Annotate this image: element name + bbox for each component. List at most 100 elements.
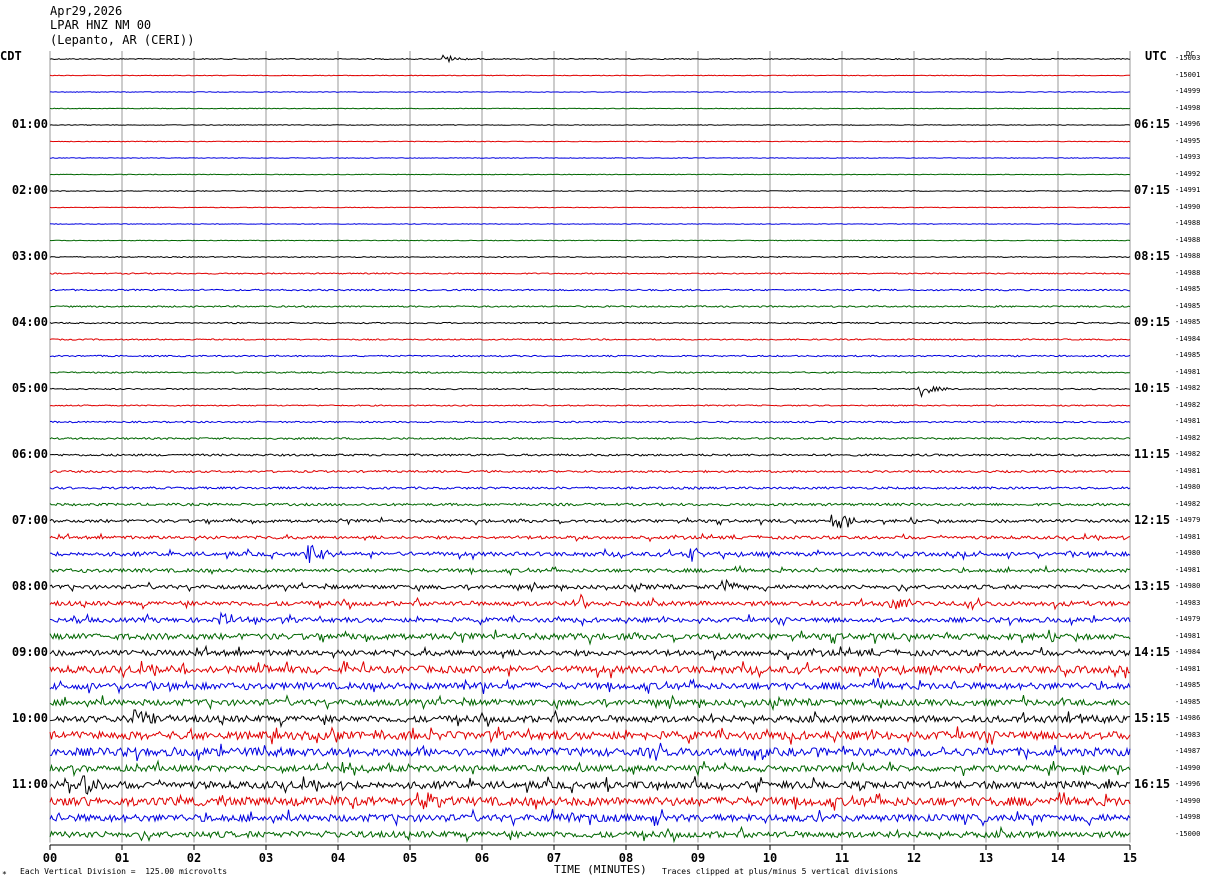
dc-offset-label: -14996 xyxy=(1175,120,1201,128)
trace-line xyxy=(49,338,1131,341)
trace-line xyxy=(49,288,1130,292)
trace-line xyxy=(49,644,1131,661)
dc-offset-label: -14981 xyxy=(1175,417,1201,425)
right-hour-label: 11:15 xyxy=(1134,447,1171,461)
dc-offset-label: -14992 xyxy=(1175,169,1201,178)
dc-offset-label: -14988 xyxy=(1175,219,1201,227)
dc-offset-label: -14981 xyxy=(1175,532,1201,541)
dc-offset-label: -15003 xyxy=(1175,54,1201,62)
dc-offset-label: -14991 xyxy=(1175,186,1201,194)
x-tick-label: 14 xyxy=(1051,851,1065,865)
trace-line xyxy=(49,660,1131,679)
trace-line xyxy=(49,514,1131,529)
x-tick-label: 15 xyxy=(1123,851,1137,865)
dc-offset-label: -14988 xyxy=(1175,268,1201,277)
dc-offset-label: -14979 xyxy=(1175,615,1201,623)
trace-line xyxy=(49,742,1131,762)
trace-line xyxy=(49,502,1131,507)
trace-line xyxy=(49,206,1131,209)
left-hour-label: 05:00 xyxy=(11,381,48,395)
trace-line xyxy=(49,792,1131,811)
trace-line xyxy=(49,420,1131,424)
left-hour-label: 06:00 xyxy=(11,447,48,461)
trace-line xyxy=(49,726,1131,745)
trace-line xyxy=(49,532,1131,543)
left-hour-label: 03:00 xyxy=(11,249,48,263)
x-tick-label: 01 xyxy=(115,851,129,865)
trace-line xyxy=(49,436,1131,441)
dc-offset-label: -14979 xyxy=(1175,516,1201,524)
trace-line xyxy=(50,91,1131,93)
left-hour-label: 02:00 xyxy=(11,183,48,197)
trace-line xyxy=(49,385,1131,399)
dc-offset-label: -14981 xyxy=(1175,565,1201,574)
dc-offset-label: -14990 xyxy=(1175,796,1201,805)
left-hour-label: 10:00 xyxy=(11,711,48,725)
x-tick-label: 04 xyxy=(331,851,345,865)
dc-offset-label: -14998 xyxy=(1175,103,1201,112)
trace-line xyxy=(49,578,1131,593)
dc-offset-label: -14988 xyxy=(1175,235,1201,244)
dc-offset-label: -14985 xyxy=(1175,697,1201,706)
left-hour-label: 04:00 xyxy=(11,315,48,329)
dc-offset-label: -15000 xyxy=(1175,829,1201,838)
dc-offset-label: -14981 xyxy=(1175,367,1201,376)
right-hour-label: 07:15 xyxy=(1134,183,1171,197)
x-tick-label: 06 xyxy=(475,851,489,865)
dc-offset-label: -14982 xyxy=(1175,499,1201,508)
trace-line xyxy=(49,677,1131,695)
x-tick-label: 13 xyxy=(979,851,993,865)
plot-date: Apr29,2026 xyxy=(50,4,123,18)
dc-offset-label: -14985 xyxy=(1175,681,1201,689)
trace-line xyxy=(49,759,1131,778)
trace-line xyxy=(49,223,1131,225)
dc-offset-label: -14981 xyxy=(1175,664,1201,673)
dc-offset-label: -14984 xyxy=(1175,648,1201,656)
dc-offset-label: -14982 xyxy=(1175,450,1201,458)
dc-offset-label: -14982 xyxy=(1175,384,1201,392)
right-hour-label: 12:15 xyxy=(1134,513,1171,527)
dc-offset-label: -14984 xyxy=(1175,334,1201,343)
dc-header: DC xyxy=(1186,50,1195,58)
dc-offset-label: -14987 xyxy=(1175,747,1201,755)
right-hour-label: 06:15 xyxy=(1134,117,1171,131)
dc-offset-label: -14980 xyxy=(1175,582,1201,590)
x-tick-label: 09 xyxy=(691,851,705,865)
trace-line xyxy=(49,54,1131,64)
dc-offset-label: -14998 xyxy=(1175,813,1201,821)
trace-line xyxy=(49,371,1131,374)
trace-line xyxy=(49,239,1131,242)
x-tick-label: 05 xyxy=(403,851,417,865)
left-hour-label: 01:00 xyxy=(11,117,48,131)
seismic-traces xyxy=(49,54,1131,844)
dc-offset-label: -14982 xyxy=(1175,433,1201,442)
left-hour-label: 07:00 xyxy=(11,513,48,527)
dc-offset-label: -14982 xyxy=(1175,400,1201,409)
trace-line xyxy=(49,544,1131,564)
dc-offset-label: -14983 xyxy=(1175,598,1201,607)
x-tick-label: 10 xyxy=(763,851,777,865)
dc-offset-label: -14983 xyxy=(1175,730,1201,739)
trace-line xyxy=(49,173,1131,176)
vertical-division-note: Each Vertical Division = 125.00 microvol… xyxy=(20,867,228,876)
trace-line xyxy=(49,709,1131,729)
trace-line xyxy=(49,272,1131,275)
dc-offset-label: -14981 xyxy=(1175,631,1201,640)
trace-line xyxy=(49,124,1131,126)
x-axis: 00 01 02 03 04 05 06 07 08 09 10 11 12 13 14 15 xyxy=(43,844,1137,865)
dc-offset-label: -14993 xyxy=(1175,153,1201,161)
right-hour-label: 16:15 xyxy=(1134,777,1171,791)
clip-note: Traces clipped at plus/minus 5 vertical … xyxy=(662,867,899,876)
dc-offset-label: -14999 xyxy=(1175,87,1201,95)
left-hour-label: 09:00 xyxy=(11,645,48,659)
right-timezone: UTC xyxy=(1145,49,1167,63)
left-hour-label: 08:00 xyxy=(11,579,48,593)
trace-line xyxy=(49,453,1131,457)
right-hour-label: 09:15 xyxy=(1134,315,1171,329)
x-tick-label: 07 xyxy=(547,851,561,865)
trace-line xyxy=(49,611,1131,628)
dc-offset-label: -14985 xyxy=(1175,285,1201,293)
x-tick-label: 08 xyxy=(619,851,633,865)
trace-line xyxy=(49,107,1131,110)
dc-offset-label: -14985 xyxy=(1175,301,1201,310)
